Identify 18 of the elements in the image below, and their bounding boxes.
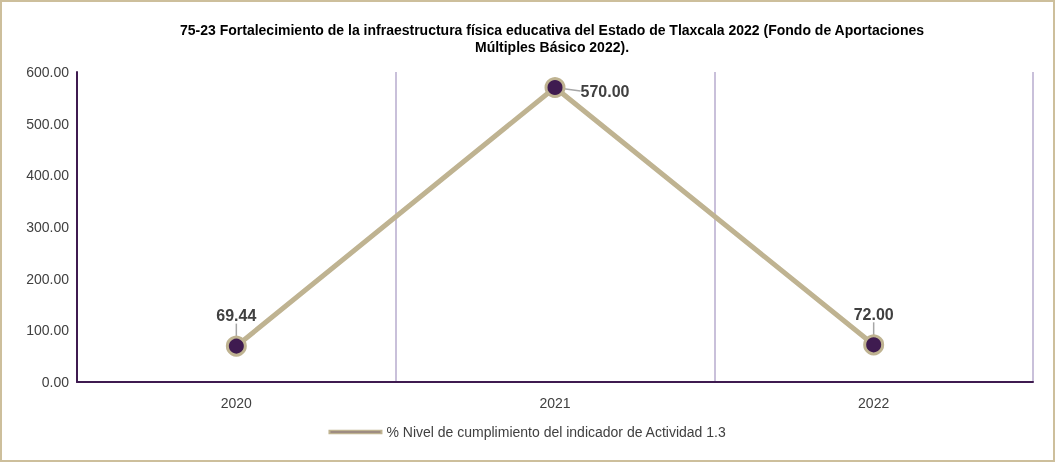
point: [225, 335, 247, 357]
point: [863, 334, 885, 356]
y-tick-label: 0.00: [41, 374, 70, 390]
y-tick-label: 300.00: [26, 219, 70, 235]
data-label: 570.00: [580, 82, 630, 100]
y-tick-label: 200.00: [26, 270, 70, 287]
y-tick-label: 500.00: [26, 115, 70, 132]
y-tick-label: 400.00: [26, 167, 70, 184]
legend-label: % Nivel de cumplimiento del indicador de Actividad 1.3: [386, 424, 726, 440]
chart-title: 75-23 Fortalecimiento de la infraestructura física educativa del Estado de Tlaxcala 2022 (Fondo de Aportaciones Múltiples Básico 2022).: [179, 21, 925, 55]
data-label: 69.44: [216, 307, 257, 325]
x-tick-label: 2022: [858, 395, 890, 411]
data-label: 72.00: [853, 305, 894, 323]
y-tick-label: 100.00: [26, 322, 70, 339]
point: [544, 77, 566, 98]
y-tick-label: 600.00: [26, 64, 70, 80]
x-tick-label: 2020: [220, 395, 253, 411]
x-tick-label: 2021: [539, 395, 571, 411]
